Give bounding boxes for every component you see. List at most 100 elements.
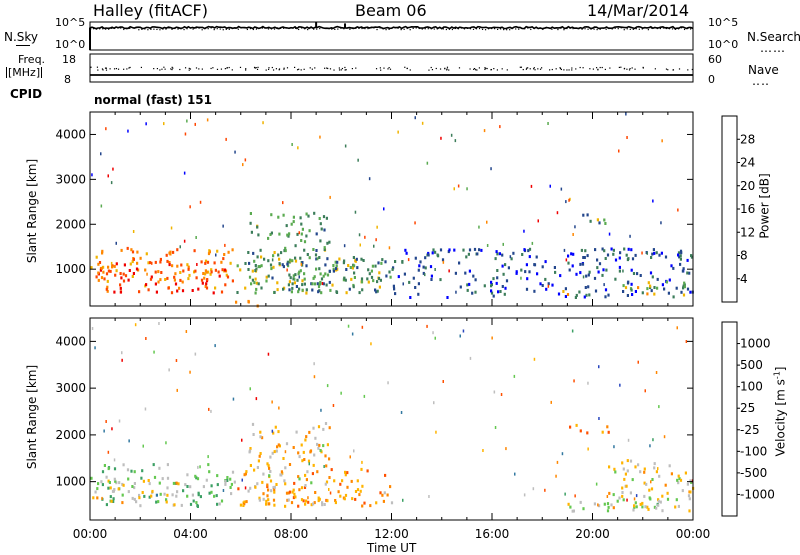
velocity-cell xyxy=(140,476,143,480)
power-cell xyxy=(159,278,162,282)
power-cell xyxy=(187,277,190,281)
power-cell xyxy=(682,286,685,290)
velocity-cell xyxy=(131,496,134,500)
power-cell xyxy=(507,266,510,270)
power-cell xyxy=(649,271,653,275)
nsearch-series-dot xyxy=(466,27,469,29)
power-sparse-cell xyxy=(375,238,377,242)
power-cell xyxy=(618,265,621,269)
nsearch-series-dot xyxy=(370,27,372,29)
power-sparse-cell xyxy=(298,275,300,279)
nave-series-dot xyxy=(159,69,161,71)
power-cell xyxy=(300,222,303,226)
nsearch-series-dot xyxy=(120,27,122,29)
power-cell xyxy=(204,272,207,276)
nsearch-series-dot xyxy=(644,27,646,29)
velocity-sparse-cell xyxy=(649,444,651,448)
power-cell xyxy=(586,254,589,258)
power-cell xyxy=(496,276,499,280)
velocity-sparse-cell xyxy=(595,482,598,486)
velocity-cell xyxy=(141,469,144,473)
date-title: 14/Mar/2014 xyxy=(587,1,690,20)
nsearch-series-dot xyxy=(605,28,607,30)
power-cell xyxy=(288,288,291,292)
velocity-cell xyxy=(202,485,205,489)
power-cell xyxy=(157,280,160,284)
power-cell xyxy=(353,276,356,279)
nsearch-series-dot xyxy=(373,27,375,29)
power-cell xyxy=(632,272,636,275)
power-sparse-cell xyxy=(110,181,113,185)
nave-series-dot xyxy=(628,69,631,71)
power-sparse-cell xyxy=(146,272,148,276)
power-cell xyxy=(653,251,656,255)
power-cell xyxy=(323,246,326,250)
velocity-cell xyxy=(291,490,294,494)
power-cell xyxy=(259,248,262,252)
power-cell xyxy=(579,262,582,266)
power-cell xyxy=(315,232,318,236)
velocity-cell xyxy=(328,457,331,461)
nave-series-dot xyxy=(559,67,561,69)
power-cell xyxy=(499,290,502,293)
power-sparse-cell xyxy=(127,129,129,133)
velocity-sparse-cell xyxy=(332,404,335,407)
power-cell xyxy=(334,260,337,264)
nave-series-dot xyxy=(595,67,598,69)
velocity-cell xyxy=(175,481,178,485)
power-cell xyxy=(213,261,216,265)
velocity-cell xyxy=(158,481,161,485)
cpid-value: normal (fast) 151 xyxy=(94,93,212,107)
power-cell xyxy=(253,259,256,263)
velocity-cell xyxy=(133,470,136,474)
power-cell xyxy=(236,264,239,268)
velocity-sparse-cell xyxy=(433,401,435,405)
velocity-cell xyxy=(346,485,349,489)
nsearch-series-dot xyxy=(267,28,270,30)
nave-series-dot xyxy=(355,67,357,69)
nsearch-series-dot xyxy=(210,27,212,29)
power-cell xyxy=(273,290,276,294)
velocity-cell xyxy=(186,485,189,488)
power-cell xyxy=(682,267,685,271)
velocity-cell xyxy=(681,489,684,493)
velocity-sparse-cell xyxy=(323,465,325,468)
velocity-cell xyxy=(290,501,294,505)
nave-series-dot xyxy=(294,66,296,69)
velocity-cell xyxy=(292,488,295,492)
power-cell xyxy=(679,254,682,258)
power-cell xyxy=(306,253,309,256)
power-cell xyxy=(480,248,483,252)
power-cell xyxy=(545,287,548,291)
velocity-cell xyxy=(180,503,183,507)
velocity-sparse-cell xyxy=(387,381,389,385)
power-cell xyxy=(343,276,346,280)
velocity-cell xyxy=(317,425,321,429)
velocity-sparse-cell xyxy=(134,323,137,327)
power-cell xyxy=(150,275,153,279)
power-sparse-cell xyxy=(478,225,480,229)
power-cell xyxy=(147,261,150,265)
power-cell xyxy=(408,280,411,284)
power-cell xyxy=(596,258,599,262)
power-cell xyxy=(205,270,208,274)
velocity-sparse-cell xyxy=(493,390,496,394)
nsearch-series-dot xyxy=(198,27,200,29)
power-sparse-cell xyxy=(151,261,153,265)
velocity-cell xyxy=(283,479,286,483)
nave-series-dot xyxy=(446,69,448,71)
velocity-cell xyxy=(139,504,142,508)
power-cell xyxy=(535,255,538,259)
power-cell xyxy=(464,271,467,275)
power-sparse-cell xyxy=(531,241,534,245)
velocity-cell xyxy=(653,466,656,470)
power-cell xyxy=(619,251,622,255)
nsearch-series-dot xyxy=(153,28,155,30)
power-sparse-cell xyxy=(343,244,346,248)
power-cell xyxy=(157,270,160,274)
nave-series-dot xyxy=(163,66,165,68)
nsearch-series-dot xyxy=(596,29,598,31)
velocity-cell xyxy=(608,491,611,495)
power-cell xyxy=(658,253,661,257)
power-cell xyxy=(171,264,174,268)
